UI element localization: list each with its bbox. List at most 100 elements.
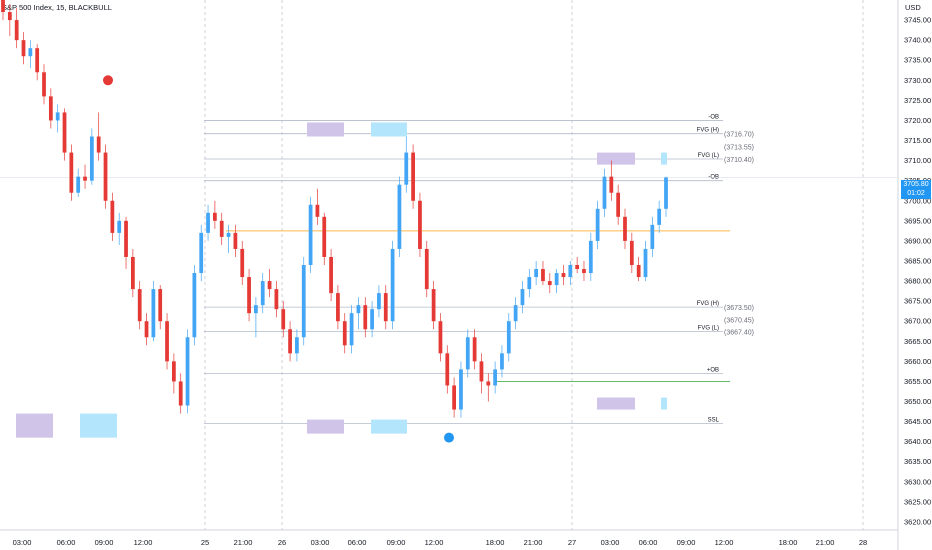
candle-body xyxy=(14,20,19,41)
price-tick-label: 3655.00 xyxy=(904,377,931,386)
time-tick-label: 18:00 xyxy=(486,538,505,547)
candle-body xyxy=(103,152,108,201)
session-box xyxy=(16,413,53,438)
candle-body xyxy=(89,136,94,181)
candle-body xyxy=(588,240,593,274)
level-label: +OB xyxy=(707,367,719,373)
price-tick-label: 3620.00 xyxy=(904,517,931,526)
candle-body xyxy=(35,48,40,73)
price-tick-label: 3690.00 xyxy=(904,236,931,245)
candle-body xyxy=(55,112,60,121)
session-box xyxy=(80,413,117,438)
time-tick-label: 06:00 xyxy=(639,538,658,547)
candle-body xyxy=(185,337,190,406)
level-label: FVG (H) xyxy=(697,301,719,307)
price-tick-label: 3670.00 xyxy=(904,317,931,326)
candle-body xyxy=(377,293,381,310)
level-label: FVG (L) xyxy=(698,326,719,332)
price-tick-label: 3730.00 xyxy=(904,76,931,85)
candle-body xyxy=(206,212,210,233)
price-tick-label: 3635.00 xyxy=(904,457,931,466)
candle-body xyxy=(295,337,299,354)
candle-body xyxy=(418,200,422,249)
level-readout: (3713.55) xyxy=(724,144,754,151)
candle-body xyxy=(561,273,566,278)
level-readout: (3710.40) xyxy=(724,157,754,164)
price-tick-label: 3695.00 xyxy=(904,216,931,225)
candle-body xyxy=(83,176,87,181)
time-tick-label: 03:00 xyxy=(601,538,620,547)
price-tick-label: 3720.00 xyxy=(904,116,931,125)
price-tick-label: 3715.00 xyxy=(904,136,931,145)
time-tick-label: 28 xyxy=(859,538,867,547)
candle-body xyxy=(595,208,600,241)
candle-body xyxy=(431,289,436,322)
price-tick-label: 3745.00 xyxy=(904,16,931,25)
session-box xyxy=(371,419,407,434)
candle-body xyxy=(213,212,217,221)
last-price-tag: 3705.80 01:02 xyxy=(901,180,931,199)
candle-body xyxy=(554,273,559,286)
candle-body xyxy=(342,321,347,346)
price-tick-label: 3735.00 xyxy=(904,56,931,65)
candle-body xyxy=(445,353,450,386)
session-box xyxy=(661,152,667,165)
candle-body xyxy=(486,381,491,386)
candle-body xyxy=(370,309,374,330)
candle-body xyxy=(322,216,327,257)
time-tick-label: 09:00 xyxy=(387,538,406,547)
time-tick-label: 09:00 xyxy=(677,538,696,547)
candle-body xyxy=(650,224,655,249)
price-tick-label: 3740.00 xyxy=(904,36,931,45)
price-tick-label: 3660.00 xyxy=(904,357,931,366)
level-label: SSL xyxy=(708,418,720,424)
price-tick-label: 3710.00 xyxy=(904,156,931,165)
candle-body xyxy=(582,269,586,274)
time-tick-label: 03:00 xyxy=(311,538,330,547)
price-tick-label: 3630.00 xyxy=(904,477,931,486)
time-tick-label: 18:00 xyxy=(779,538,798,547)
time-tick-label: 21:00 xyxy=(234,538,253,547)
candle-body xyxy=(541,269,545,282)
candle-body xyxy=(513,305,518,322)
candle-body xyxy=(356,305,361,314)
candle-body xyxy=(383,293,388,322)
last-price: 3705.80 xyxy=(903,181,929,188)
candle-body xyxy=(329,256,333,294)
price-tick-label: 3650.00 xyxy=(904,397,931,406)
candle-body xyxy=(260,281,265,306)
candle-body xyxy=(643,248,648,278)
session-box xyxy=(307,419,344,434)
candle-body xyxy=(493,369,498,386)
price-tick-label: 3700.00 xyxy=(904,196,931,205)
session-box xyxy=(371,122,407,137)
candle-body xyxy=(424,248,429,290)
candle-body xyxy=(397,184,402,249)
candle-body xyxy=(247,277,251,314)
candle-body xyxy=(62,112,67,153)
candle-body xyxy=(7,12,12,21)
time-tick-label: 12:00 xyxy=(715,538,734,547)
candle-body xyxy=(411,152,415,201)
level-readout: (3716.70) xyxy=(724,132,754,139)
candle-body xyxy=(623,216,627,241)
candle-body xyxy=(479,361,484,382)
candle-body xyxy=(527,277,532,290)
level-label: FVG (H) xyxy=(697,128,719,134)
candle-body xyxy=(48,96,53,121)
time-tick-label: 03:00 xyxy=(13,538,32,547)
candle-body xyxy=(438,321,443,354)
candle-body xyxy=(472,337,477,362)
price-tick-label: 3645.00 xyxy=(904,417,931,426)
candle-body xyxy=(465,337,470,370)
price-tick-label: 3625.00 xyxy=(904,497,931,506)
candle-body xyxy=(363,305,368,330)
candle-body xyxy=(233,232,238,249)
price-tick-label: 3725.00 xyxy=(904,96,931,105)
candle-body xyxy=(28,48,33,57)
candle-body xyxy=(500,353,504,370)
candle-body xyxy=(336,293,340,322)
currency-label: USD xyxy=(905,3,921,12)
session-box xyxy=(597,152,635,165)
